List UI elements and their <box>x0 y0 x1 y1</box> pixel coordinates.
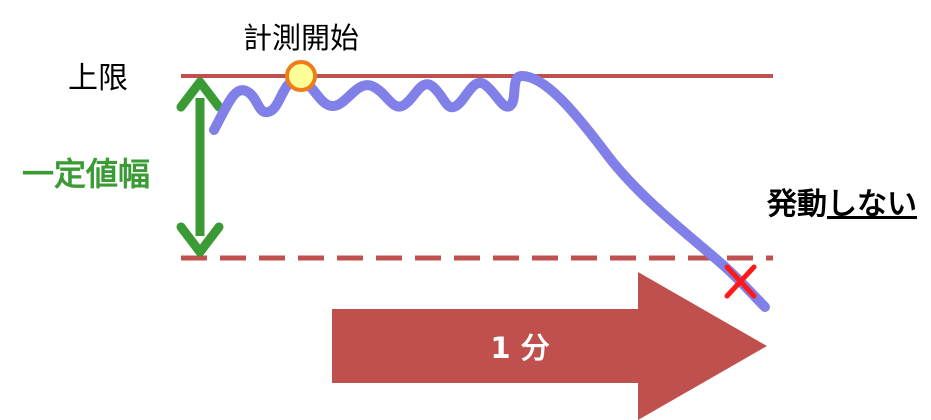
value-curve <box>209 71 770 312</box>
range-arrow-head-down <box>176 222 224 257</box>
result-negation: しない <box>827 187 917 222</box>
result-label: 発動しない <box>766 187 917 222</box>
range-arrow <box>176 77 224 257</box>
measure-start-label: 計測開始 <box>243 21 359 55</box>
duration-label: 1 分 <box>490 331 549 365</box>
circle-marker-icon <box>285 60 317 92</box>
range-label: 一定値幅 <box>22 155 150 193</box>
duration-arrow <box>332 272 767 420</box>
upper-limit-label: 上限 <box>68 61 128 96</box>
range-arrow-head-up <box>176 77 224 112</box>
cross-icon <box>724 264 757 299</box>
result-prefix: 発動 <box>766 187 827 222</box>
